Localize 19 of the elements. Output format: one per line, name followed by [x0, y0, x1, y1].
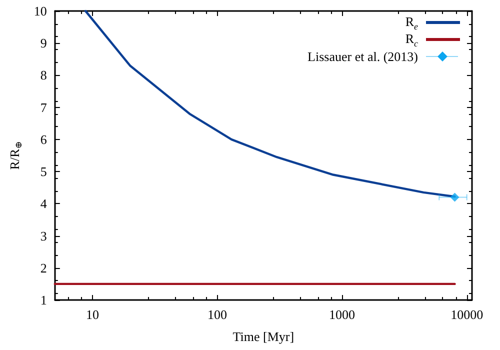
y-tick-label: 5 [40, 164, 47, 180]
y-tick-label: 4 [40, 196, 48, 212]
x-tick-label: 10 [86, 307, 99, 322]
y-tick-label: 6 [40, 132, 48, 147]
y-tick-label: 9 [40, 36, 47, 51]
y-tick-label: 7 [40, 100, 48, 115]
y-tick-label: 3 [40, 228, 47, 244]
y-axis-title: R/R⊕ [7, 141, 24, 170]
x-axis-title: Time [Myr] [232, 329, 294, 344]
y-tick-label: 8 [40, 68, 47, 83]
x-tick-label: 100 [208, 307, 228, 322]
y-tick-label: 2 [40, 260, 47, 276]
legend-label: R$_{e}$ [405, 14, 418, 32]
legend-label: Lissauer et al. (2013) [308, 48, 418, 64]
y-tick-label: 1 [40, 292, 47, 308]
y-tick-label: 10 [34, 4, 47, 18]
x-tick-label: 10000 [450, 307, 484, 322]
legend-label: R$_{c}$ [405, 30, 418, 48]
x-tick-label: 1000 [329, 307, 356, 322]
